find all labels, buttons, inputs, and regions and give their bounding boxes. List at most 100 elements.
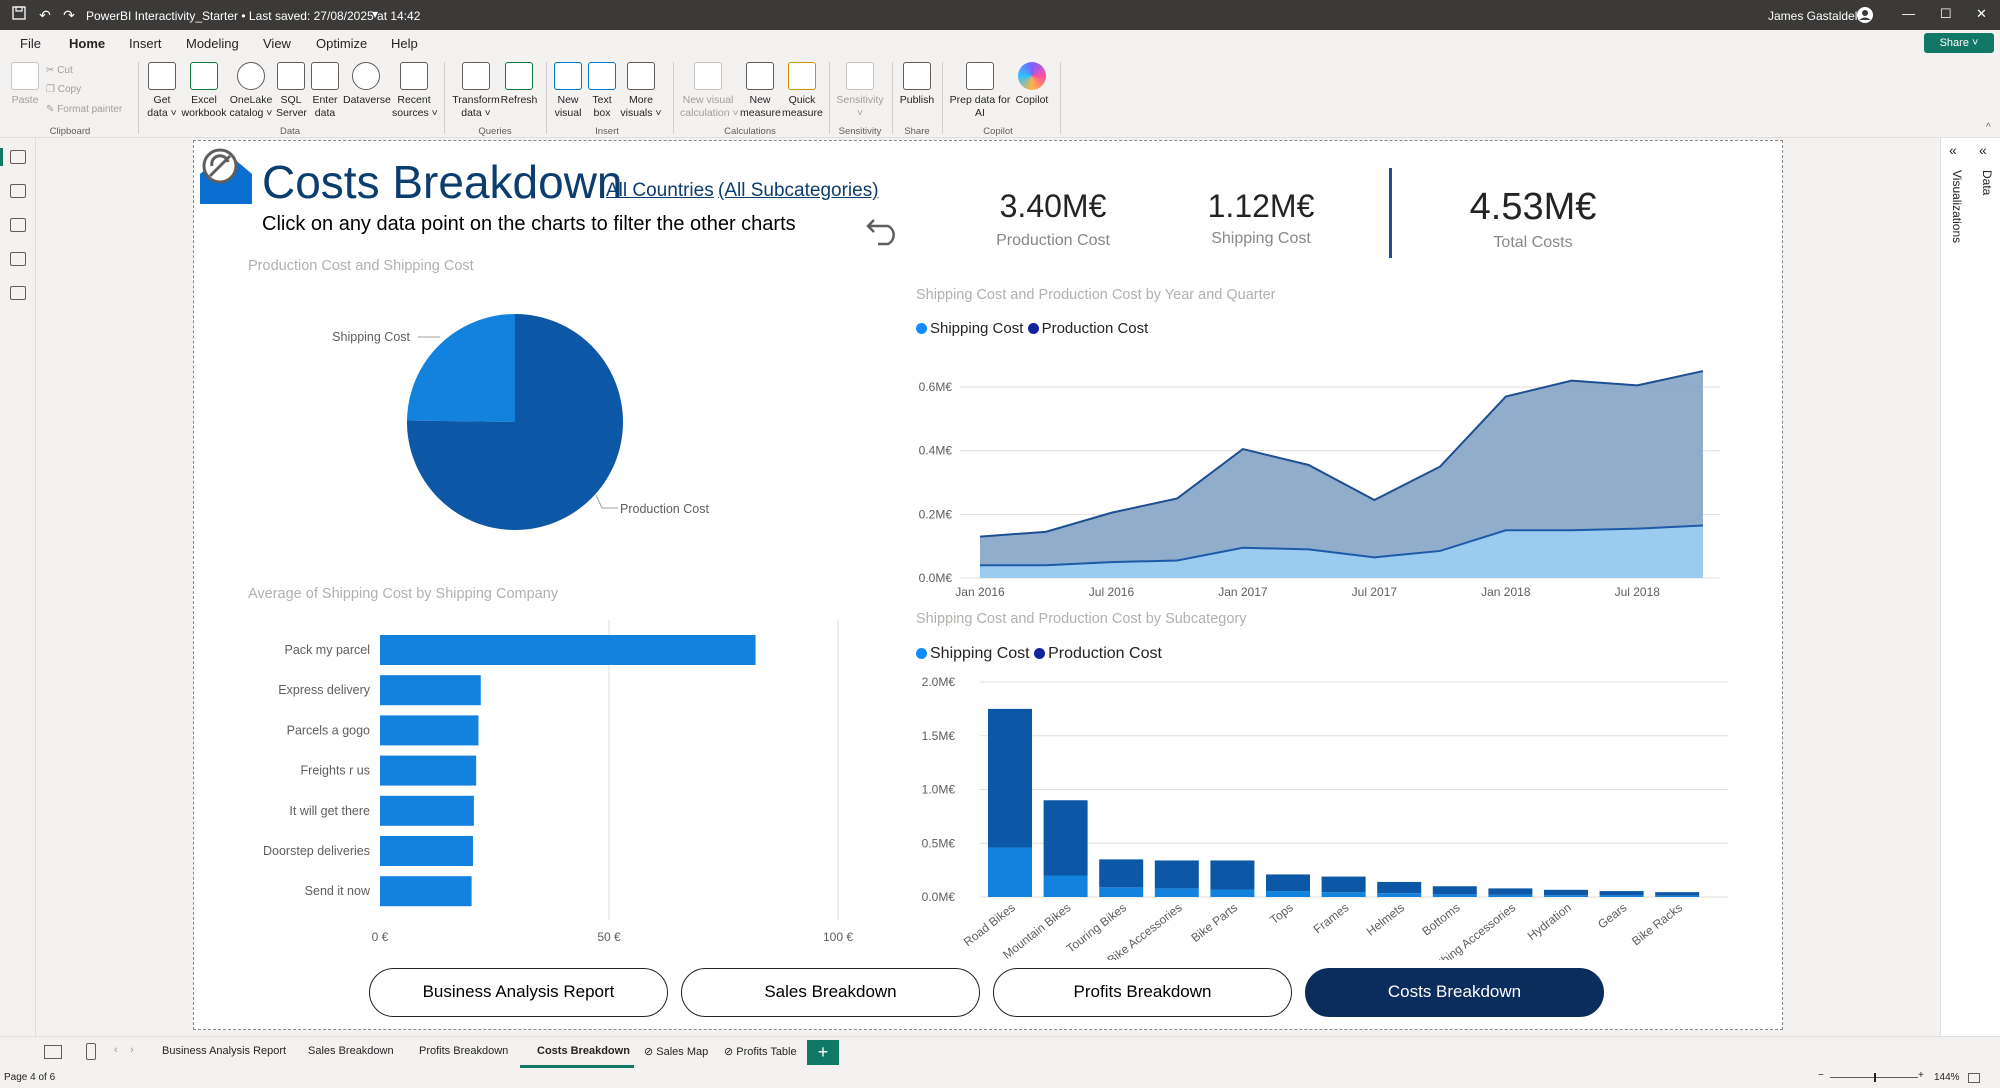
page-tab-sales-map[interactable]: ⊘ Sales Map bbox=[644, 1045, 708, 1058]
publish-icon bbox=[903, 62, 931, 90]
bar-category-label: It will get there bbox=[289, 804, 370, 818]
copy-button[interactable]: ❐ Copy bbox=[46, 84, 82, 95]
new-visual-calculation-button[interactable]: New visual calculation ˅ bbox=[680, 62, 739, 120]
dataverse-icon bbox=[352, 62, 380, 90]
bar-shipping bbox=[1488, 894, 1533, 897]
copilot-button[interactable]: Copilot bbox=[1012, 62, 1052, 107]
subcategory-bar-chart[interactable]: 0.0M€0.5M€1.0M€1.5M€2.0M€Road BikesMount… bbox=[900, 670, 1740, 960]
add-page-button[interactable]: + bbox=[807, 1040, 839, 1065]
area-chart-legend: Shipping Cost Production Cost bbox=[916, 320, 1148, 337]
hidden-page-icon: ⊘ bbox=[644, 1046, 657, 1058]
desktop-layout-icon[interactable] bbox=[44, 1045, 62, 1059]
page-tab-profits-table[interactable]: ⊘ Profits Table bbox=[724, 1045, 797, 1058]
bar-production bbox=[1154, 860, 1199, 889]
legend-item-shipping[interactable]: Shipping Cost bbox=[916, 320, 1023, 337]
new-visual-calculation-label: New visual calculation ˅ bbox=[680, 94, 739, 119]
area-chart[interactable]: 0.0M€ 0.2M€ 0.4M€ 0.6M€ Jan 2016 Jul 2016 Jan … bbox=[900, 355, 1730, 605]
data-pane-tab[interactable]: Data bbox=[1980, 170, 1994, 196]
zoom-out-icon[interactable]: − bbox=[1818, 1070, 1824, 1081]
status-bar: Page 4 of 6 − + 144% bbox=[0, 1068, 2000, 1088]
nav-sales-breakdown-button[interactable]: Sales Breakdown bbox=[681, 968, 980, 1017]
nav-costs-breakdown-button[interactable]: Costs Breakdown bbox=[1305, 968, 1604, 1017]
legend-item-production[interactable]: Production Cost bbox=[1027, 320, 1149, 337]
paste-button[interactable]: Paste bbox=[10, 62, 40, 107]
visualizations-pane-tab[interactable]: Visualizations bbox=[1950, 170, 1964, 244]
bar-shipping bbox=[1266, 891, 1310, 897]
expand-visualizations-icon[interactable]: « bbox=[1949, 142, 1957, 158]
bar bbox=[380, 795, 474, 826]
copilot-label: Copilot bbox=[1015, 94, 1049, 106]
recent-sources-button[interactable]: Recent sources ˅ bbox=[392, 62, 438, 120]
scroll-tabs-right-icon[interactable]: › bbox=[130, 1044, 134, 1056]
format-painter-button[interactable]: ✎ Format painter bbox=[46, 104, 123, 115]
sensitivity-button[interactable]: Sensitivity ˅ bbox=[836, 62, 884, 120]
more-visuals-button[interactable]: More visuals ˅ bbox=[620, 62, 662, 120]
redo-icon[interactable]: ↷ bbox=[63, 7, 75, 23]
get-data-button[interactable]: Get data ˅ bbox=[144, 62, 180, 120]
fit-to-page-icon[interactable] bbox=[1968, 1073, 1980, 1083]
collapse-ribbon-icon[interactable]: ^ bbox=[1986, 122, 1991, 133]
page-tab-profits-breakdown[interactable]: Profits Breakdown bbox=[419, 1045, 509, 1057]
sql-server-button[interactable]: SQL Server bbox=[276, 62, 307, 120]
legend-production-label: Production Cost bbox=[1041, 320, 1149, 337]
dataverse-button[interactable]: Dataverse bbox=[343, 62, 391, 107]
share-button[interactable]: Share ˅ bbox=[1924, 33, 1994, 53]
onelake-catalog-button[interactable]: OneLake catalog ˅ bbox=[228, 62, 274, 120]
page-tab-sales-breakdown[interactable]: Sales Breakdown bbox=[308, 1045, 394, 1057]
scroll-tabs-left-icon[interactable]: ‹ bbox=[114, 1044, 118, 1056]
report-view-icon[interactable] bbox=[10, 150, 26, 164]
tab-file[interactable]: File bbox=[20, 36, 41, 51]
tab-insert[interactable]: Insert bbox=[129, 36, 162, 51]
refresh-button[interactable]: Refresh bbox=[500, 62, 538, 107]
transform-data-button[interactable]: Transform data ˅ bbox=[452, 62, 500, 120]
enter-data-button[interactable]: Enter data bbox=[309, 62, 341, 120]
zoom-in-icon[interactable]: + bbox=[1918, 1070, 1924, 1081]
expand-data-icon[interactable]: « bbox=[1979, 142, 1987, 158]
tmdl-view-icon[interactable] bbox=[10, 286, 26, 300]
close-icon[interactable]: ✕ bbox=[1976, 6, 1987, 21]
x-tick-label: Helmets bbox=[1364, 900, 1407, 938]
transform-data-icon bbox=[462, 62, 490, 90]
maximize-icon[interactable]: ☐ bbox=[1940, 6, 1952, 21]
save-icon[interactable] bbox=[10, 6, 28, 24]
new-measure-button[interactable]: New measure bbox=[740, 62, 781, 120]
tab-help[interactable]: Help bbox=[391, 36, 418, 51]
subcategories-filter-link[interactable]: (All Subcategories) bbox=[718, 180, 879, 201]
nav-business-analysis-button[interactable]: Business Analysis Report bbox=[369, 968, 668, 1017]
tab-home[interactable]: Home bbox=[66, 36, 108, 59]
new-visual-button[interactable]: New visual bbox=[553, 62, 583, 120]
tab-optimize[interactable]: Optimize bbox=[316, 36, 368, 51]
publish-button[interactable]: Publish bbox=[898, 62, 936, 107]
avatar[interactable] bbox=[1856, 6, 1874, 24]
undo-icon[interactable]: ↶ bbox=[39, 7, 51, 23]
minimize-icon[interactable]: — bbox=[1902, 6, 1915, 21]
pie-chart[interactable]: Shipping Cost Production Cost bbox=[300, 295, 750, 555]
dax-query-view-icon[interactable] bbox=[10, 252, 26, 266]
bar-production bbox=[1043, 800, 1088, 876]
legend-item-shipping[interactable]: Shipping Cost bbox=[916, 645, 1030, 662]
reset-filters-icon[interactable] bbox=[866, 210, 902, 246]
shipping-company-bar-chart[interactable]: 0 € 50 € 100 € Pack my parcel Express delive… bbox=[240, 615, 880, 955]
page-tab-business-analysis[interactable]: Business Analysis Report bbox=[162, 1045, 287, 1057]
nav-profits-breakdown-button[interactable]: Profits Breakdown bbox=[993, 968, 1292, 1017]
y-tick-label: 0.5M€ bbox=[922, 836, 956, 850]
excel-workbook-button[interactable]: Excel workbook bbox=[180, 62, 228, 120]
cut-button[interactable]: ✂ Cut bbox=[46, 65, 73, 76]
ribbon-separator bbox=[942, 62, 943, 134]
legend-item-production[interactable]: Production Cost bbox=[1034, 645, 1162, 662]
title-dropdown-icon[interactable]: ▾ bbox=[372, 7, 379, 21]
countries-filter-link[interactable]: All Countries bbox=[606, 180, 714, 201]
model-view-icon[interactable] bbox=[10, 218, 26, 232]
page-tab-costs-breakdown[interactable]: Costs Breakdown bbox=[537, 1045, 630, 1057]
tab-modeling[interactable]: Modeling bbox=[186, 36, 239, 51]
mobile-layout-icon[interactable] bbox=[86, 1043, 96, 1060]
quick-measure-button[interactable]: Quick measure bbox=[782, 62, 823, 120]
x-tick-label: Bike Racks bbox=[1629, 900, 1685, 948]
sales-map-label: Sales Map bbox=[656, 1046, 709, 1058]
page-indicator: Page 4 of 6 bbox=[4, 1072, 56, 1083]
table-view-icon[interactable] bbox=[10, 184, 26, 198]
tab-view[interactable]: View bbox=[263, 36, 291, 51]
text-box-button[interactable]: Text box bbox=[588, 62, 616, 120]
prep-data-for-ai-button[interactable]: Prep data for AI bbox=[948, 62, 1012, 120]
zoom-slider-thumb[interactable] bbox=[1874, 1073, 1876, 1082]
